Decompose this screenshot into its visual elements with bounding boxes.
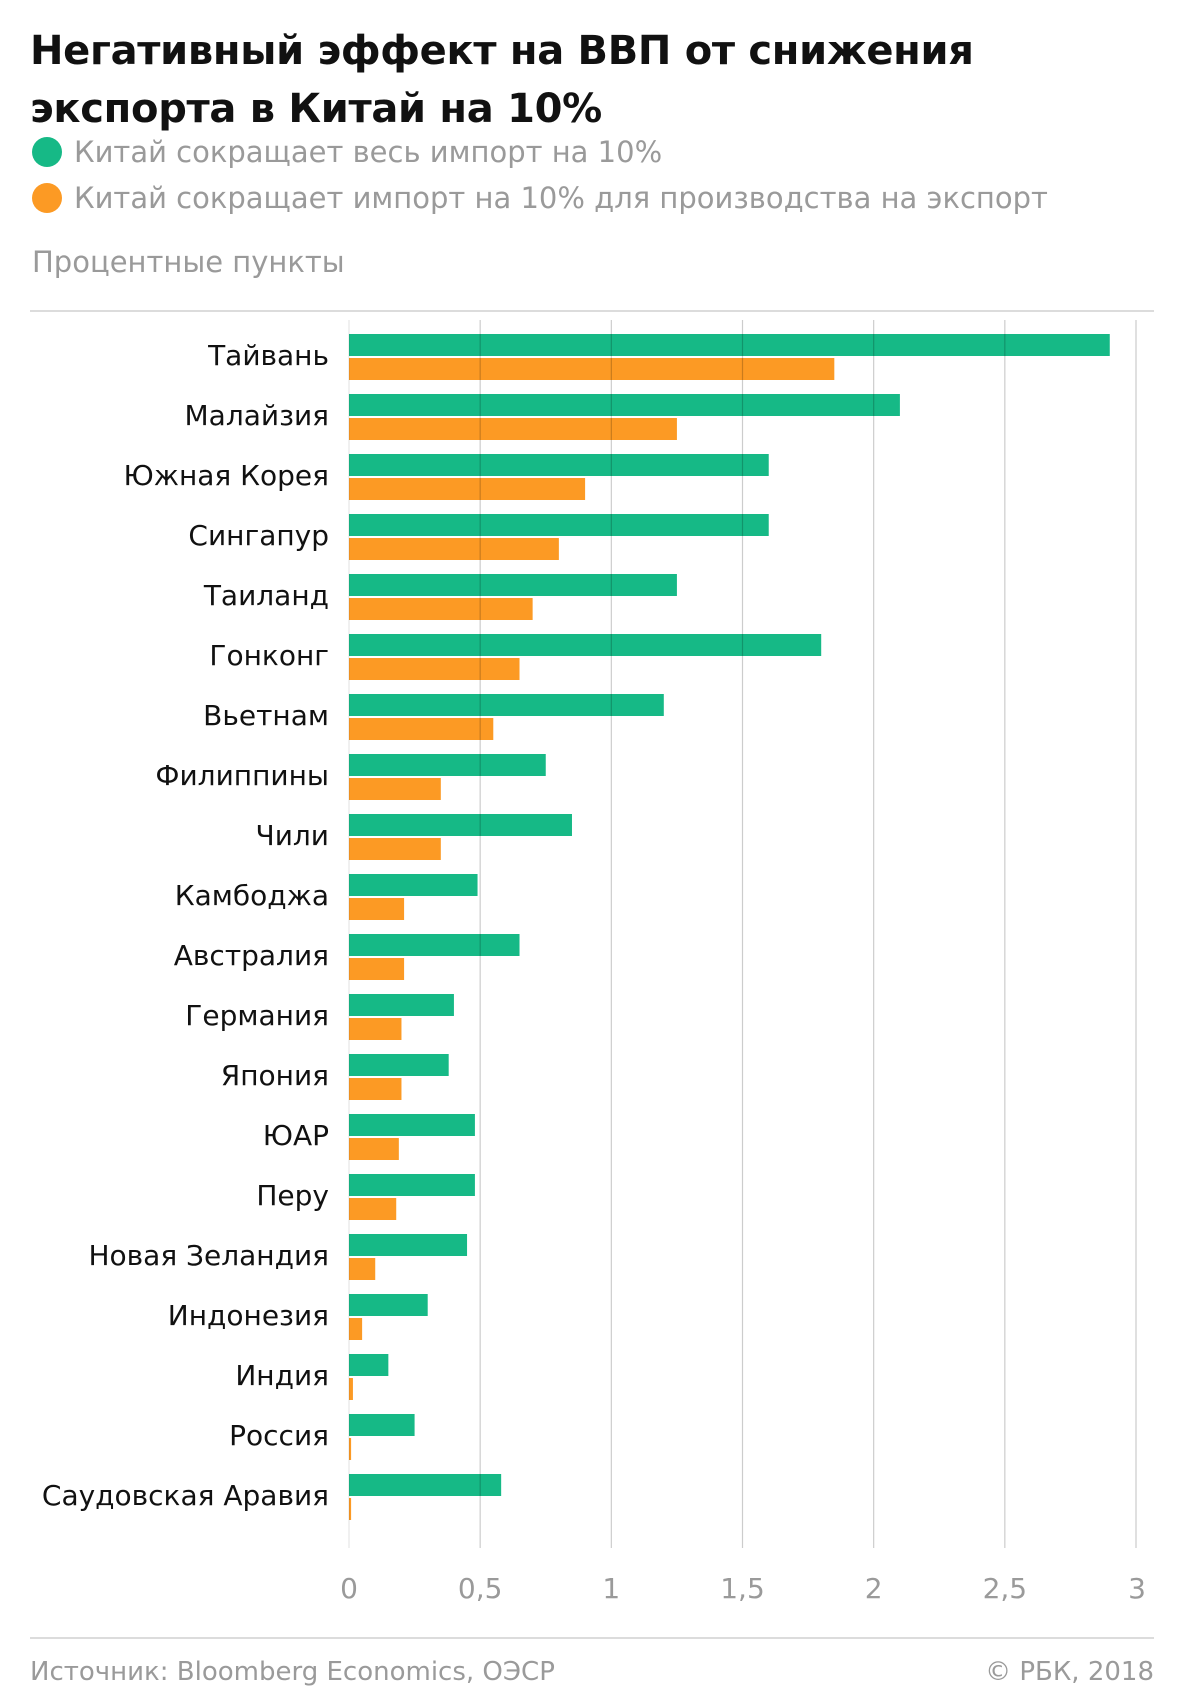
x-tick-label: 1,5: [720, 1572, 765, 1605]
category-label: Южная Корея: [123, 459, 329, 492]
legend-label-all-import: Китай сокращает весь импорт на 10%: [74, 135, 663, 169]
category-label: Вьетнам: [203, 699, 329, 732]
bar-all-import: [349, 1114, 475, 1136]
bar-export-import: [349, 718, 494, 740]
category-label: Япония: [221, 1059, 329, 1092]
category-label: Чили: [256, 819, 330, 852]
copyright: © РБК, 2018: [985, 1657, 1154, 1687]
category-label: Индонезия: [168, 1299, 329, 1332]
bar-export-import: [349, 1018, 402, 1040]
category-label: Перу: [256, 1179, 329, 1212]
bar-all-import: [349, 514, 769, 536]
bar-export-import: [349, 1498, 352, 1520]
bar-export-import: [349, 898, 405, 920]
bar-all-import: [349, 814, 572, 836]
x-tick-label: 0,5: [458, 1572, 503, 1605]
category-label: Сингапур: [188, 519, 329, 552]
bar-all-import: [349, 334, 1110, 356]
category-label: Австралия: [174, 939, 329, 972]
bar-export-import: [349, 1198, 397, 1220]
bar-all-import: [349, 754, 546, 776]
bar-all-import: [349, 694, 664, 716]
unit-label: Процентные пункты: [32, 245, 345, 279]
legend-item-all-import: Китай сокращает весь импорт на 10%: [32, 135, 662, 169]
category-label: Россия: [229, 1419, 329, 1452]
x-tick-label: 1: [602, 1572, 620, 1605]
category-label: ЮАР: [263, 1119, 329, 1152]
category-label: Новая Зеландия: [88, 1239, 329, 1272]
bar-all-import: [349, 1354, 389, 1376]
bar-all-import: [349, 1294, 428, 1316]
category-label: Саудовская Аравия: [42, 1479, 329, 1512]
bar-export-import: [349, 838, 441, 860]
bar-all-import: [349, 394, 900, 416]
source-note: Источник: Bloomberg Economics, ОЭСР: [30, 1657, 555, 1687]
bar-all-import: [349, 1234, 468, 1256]
bar-export-import: [349, 1138, 399, 1160]
bar-all-import: [349, 994, 454, 1016]
bar-all-import: [349, 934, 520, 956]
bar-chart: Тайвань Малайзия Южная Корея Сингапур Таилан…: [42, 320, 1146, 1605]
x-tick-label: 2,5: [983, 1572, 1028, 1605]
bottom-divider: [30, 1637, 1154, 1639]
category-label: Индия: [235, 1359, 329, 1392]
bars-layer: [349, 334, 1110, 1520]
legend-dot-green: [32, 137, 62, 167]
x-tick-label: 2: [865, 1572, 883, 1605]
category-label: Гонконг: [209, 639, 329, 672]
bar-all-import: [349, 1174, 475, 1196]
bar-export-import: [349, 958, 405, 980]
bar-all-import: [349, 634, 822, 656]
x-tick-label: 3: [1128, 1572, 1146, 1605]
bar-export-import: [349, 358, 835, 380]
grid-layer: [348, 320, 1137, 1548]
bar-export-import: [349, 1378, 353, 1400]
chart-title: Негативный эффект на ВВП от снижения экс…: [30, 28, 974, 132]
bar-export-import: [349, 1258, 376, 1280]
bar-export-import: [349, 1078, 402, 1100]
bar-export-import: [349, 418, 677, 440]
category-label: Камбоджа: [175, 879, 329, 912]
bar-all-import: [349, 574, 677, 596]
x-axis-ticks: 0 0,5 1 1,5 2 2,5 3: [340, 1572, 1146, 1605]
bar-all-import: [349, 1414, 415, 1436]
bar-all-import: [349, 1474, 502, 1496]
bar-export-import: [349, 598, 533, 620]
category-label: Таиланд: [203, 579, 329, 612]
bar-export-import: [349, 778, 441, 800]
bar-export-import: [349, 1438, 352, 1460]
bar-export-import: [349, 538, 559, 560]
x-tick-label: 0: [340, 1572, 358, 1605]
bar-export-import: [349, 478, 586, 500]
top-divider: [30, 310, 1154, 312]
legend-dot-orange: [32, 183, 62, 213]
category-label: Малайзия: [185, 399, 330, 432]
bar-all-import: [349, 1054, 449, 1076]
bar-export-import: [349, 1318, 363, 1340]
category-labels: Тайвань Малайзия Южная Корея Сингапур Таилан…: [42, 339, 329, 1512]
legend-label-export-import: Китай сокращает импорт на 10% для произв…: [74, 181, 1048, 215]
category-label: Филиппины: [155, 759, 329, 792]
bar-all-import: [349, 454, 769, 476]
bar-all-import: [349, 874, 478, 896]
bar-export-import: [349, 658, 520, 680]
category-label: Тайвань: [207, 339, 329, 372]
legend-item-export-import: Китай сокращает импорт на 10% для произв…: [32, 181, 1048, 215]
category-label: Германия: [185, 999, 329, 1032]
